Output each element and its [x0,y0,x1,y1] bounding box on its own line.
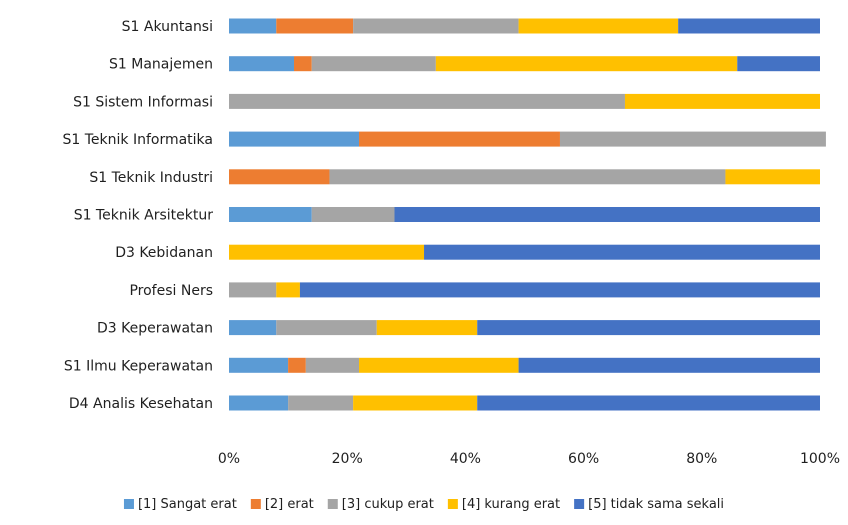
category-label: S1 Akuntansi [122,19,213,35]
x-tick-label: 40% [450,451,481,467]
bar-segment [276,282,300,298]
bar-segment [229,207,312,222]
bar-segment [229,18,277,34]
bar-segment [229,395,289,411]
category-label: D3 Keperawatan [97,321,213,337]
category-label: S1 Teknik Industri [89,170,213,186]
bar-segment [329,169,726,185]
bar-segment [288,357,306,373]
bar-segment [311,56,436,72]
bar-segment [229,320,277,336]
bar-segment [359,357,519,373]
category-label: D3 Kebidanan [115,245,213,261]
category-label: S1 Teknik Arsitektur [74,208,214,224]
bar-segment [376,320,478,336]
bar-segment [299,282,820,298]
bar-segment [229,357,289,373]
x-tick-label: 0% [218,451,240,467]
bar-segment [288,395,354,411]
legend-swatch [447,499,458,509]
bar-segment [624,93,820,109]
bar-segment [559,131,826,147]
legend: [1] Sangat erat [2] erat [3] cukup erat [4]… [123,497,724,512]
bar-segment [353,395,478,411]
bar-segment [477,320,820,336]
bar-segment [229,56,295,72]
bar-segment [229,244,425,260]
category-label: S1 Teknik Informatika [63,132,214,148]
bar-segment [477,395,820,411]
bar-segment [276,320,377,336]
legend-swatch [574,499,585,509]
bar-segment [353,18,519,34]
category-label: Profesi Ners [129,283,213,299]
legend-label: [4] kurang erat [462,497,560,512]
bar-segment [229,131,360,147]
bar-segment [725,169,820,185]
bar-segment [424,244,820,260]
legend-swatch [250,499,261,509]
x-tick-label: 80% [686,451,717,467]
bar-segment [305,357,360,373]
legend-label: [5] tidak sama sekali [588,497,724,512]
bar-segment [229,93,625,109]
bar-segment [435,56,738,72]
x-tick-label: 20% [332,451,363,467]
bar-segment [737,56,820,72]
bar-segment [518,18,679,34]
category-label: S1 Ilmu Keperawatan [64,358,213,374]
bar-segment [394,207,820,222]
bar-segment [518,357,820,373]
bar-segment [678,18,820,34]
legend-swatch [327,499,338,509]
bar-segment [276,18,354,34]
legend-label: [2] erat [265,497,314,512]
x-tick-label: 100% [800,451,840,467]
bar-segment [311,207,395,222]
category-label: D4 Analis Kesehatan [69,396,213,412]
legend-swatch [123,499,134,509]
category-label: S1 Sistem Informasi [73,94,213,110]
x-tick-label: 60% [568,451,599,467]
bar-segment [229,169,330,185]
legend-label: [3] cukup erat [342,497,434,512]
bar-segment [294,56,312,72]
bar-segment [359,131,560,147]
bar-segment [229,282,277,298]
legend-label: [1] Sangat erat [138,497,237,512]
category-label: S1 Manajemen [109,57,213,73]
